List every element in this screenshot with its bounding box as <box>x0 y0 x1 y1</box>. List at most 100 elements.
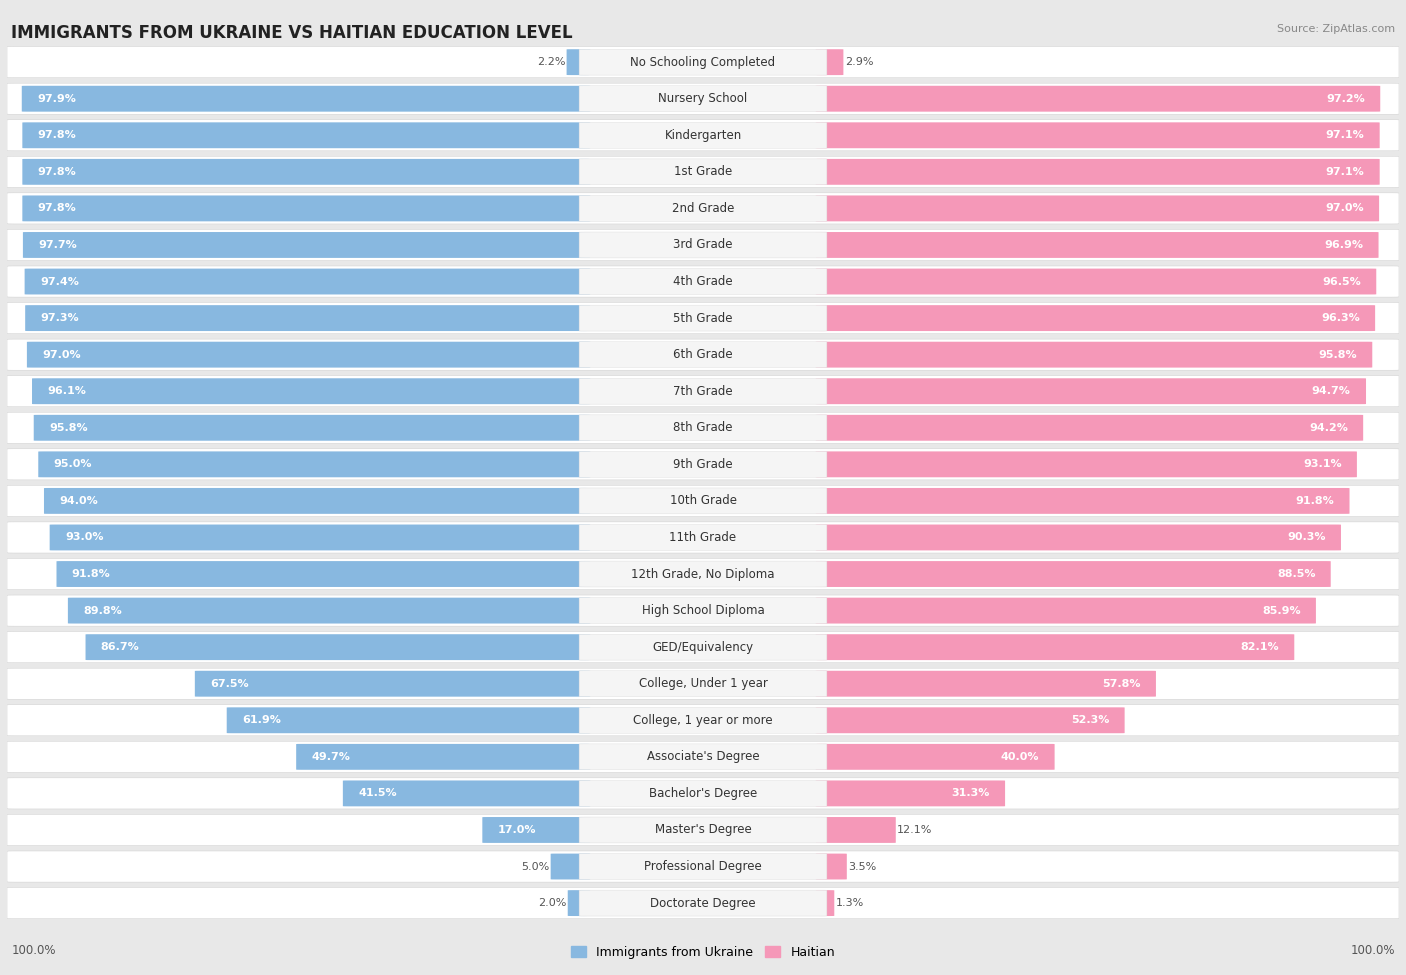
FancyBboxPatch shape <box>579 707 827 733</box>
Text: Associate's Degree: Associate's Degree <box>647 751 759 763</box>
FancyBboxPatch shape <box>815 780 1005 806</box>
Text: 97.9%: 97.9% <box>37 94 76 103</box>
Text: 88.5%: 88.5% <box>1277 569 1316 579</box>
Text: 12th Grade, No Diploma: 12th Grade, No Diploma <box>631 567 775 580</box>
FancyBboxPatch shape <box>67 598 591 624</box>
Text: College, Under 1 year: College, Under 1 year <box>638 678 768 690</box>
FancyBboxPatch shape <box>86 634 591 660</box>
Text: 3rd Grade: 3rd Grade <box>673 239 733 252</box>
Text: 95.8%: 95.8% <box>49 423 87 433</box>
Text: IMMIGRANTS FROM UKRAINE VS HAITIAN EDUCATION LEVEL: IMMIGRANTS FROM UKRAINE VS HAITIAN EDUCA… <box>11 24 572 42</box>
Text: Doctorate Degree: Doctorate Degree <box>650 897 756 910</box>
FancyBboxPatch shape <box>7 339 1399 370</box>
FancyBboxPatch shape <box>815 232 1378 258</box>
Text: College, 1 year or more: College, 1 year or more <box>633 714 773 726</box>
FancyBboxPatch shape <box>815 378 1367 405</box>
Text: 96.9%: 96.9% <box>1324 240 1364 250</box>
Text: 94.2%: 94.2% <box>1309 423 1348 433</box>
Text: Master's Degree: Master's Degree <box>655 824 751 837</box>
Text: 93.1%: 93.1% <box>1303 459 1341 469</box>
Text: 97.1%: 97.1% <box>1326 167 1364 176</box>
Text: 11th Grade: 11th Grade <box>669 531 737 544</box>
FancyBboxPatch shape <box>482 817 591 843</box>
FancyBboxPatch shape <box>226 707 591 733</box>
FancyBboxPatch shape <box>815 414 1364 441</box>
FancyBboxPatch shape <box>579 451 827 478</box>
Legend: Immigrants from Ukraine, Haitian: Immigrants from Ukraine, Haitian <box>567 941 839 964</box>
FancyBboxPatch shape <box>579 232 827 258</box>
FancyBboxPatch shape <box>815 341 1372 368</box>
FancyBboxPatch shape <box>579 890 827 916</box>
Text: Nursery School: Nursery School <box>658 93 748 105</box>
FancyBboxPatch shape <box>7 705 1399 736</box>
Text: 40.0%: 40.0% <box>1001 752 1039 761</box>
Text: 91.8%: 91.8% <box>72 569 111 579</box>
Text: 96.3%: 96.3% <box>1322 313 1360 323</box>
FancyBboxPatch shape <box>579 268 827 294</box>
FancyBboxPatch shape <box>44 488 591 514</box>
FancyBboxPatch shape <box>22 232 591 258</box>
FancyBboxPatch shape <box>38 451 591 478</box>
Text: 97.1%: 97.1% <box>1326 131 1364 140</box>
Text: 97.7%: 97.7% <box>38 240 77 250</box>
Text: 9th Grade: 9th Grade <box>673 458 733 471</box>
FancyBboxPatch shape <box>579 561 827 587</box>
FancyBboxPatch shape <box>579 195 827 221</box>
FancyBboxPatch shape <box>579 598 827 624</box>
FancyBboxPatch shape <box>815 634 1295 660</box>
Text: Bachelor's Degree: Bachelor's Degree <box>650 787 756 800</box>
Text: 2nd Grade: 2nd Grade <box>672 202 734 214</box>
FancyBboxPatch shape <box>815 451 1357 478</box>
FancyBboxPatch shape <box>7 302 1399 333</box>
Text: 97.2%: 97.2% <box>1326 94 1365 103</box>
FancyBboxPatch shape <box>815 488 1350 514</box>
Text: 1st Grade: 1st Grade <box>673 166 733 178</box>
FancyBboxPatch shape <box>815 49 844 75</box>
FancyBboxPatch shape <box>815 707 1125 733</box>
Text: 61.9%: 61.9% <box>242 716 281 725</box>
Text: 2.0%: 2.0% <box>538 898 567 908</box>
Text: 93.0%: 93.0% <box>65 532 104 542</box>
FancyBboxPatch shape <box>7 229 1399 260</box>
FancyBboxPatch shape <box>579 49 827 75</box>
Text: 97.3%: 97.3% <box>41 313 79 323</box>
FancyBboxPatch shape <box>7 814 1399 845</box>
Text: 1.3%: 1.3% <box>835 898 863 908</box>
Text: 4th Grade: 4th Grade <box>673 275 733 288</box>
Text: 97.8%: 97.8% <box>38 131 76 140</box>
FancyBboxPatch shape <box>579 86 827 112</box>
FancyBboxPatch shape <box>7 486 1399 517</box>
Text: 96.5%: 96.5% <box>1322 277 1361 287</box>
Text: 3.5%: 3.5% <box>848 862 876 872</box>
FancyBboxPatch shape <box>579 159 827 185</box>
FancyBboxPatch shape <box>25 268 591 294</box>
FancyBboxPatch shape <box>579 525 827 551</box>
Text: 49.7%: 49.7% <box>312 752 350 761</box>
Text: 100.0%: 100.0% <box>1350 945 1395 957</box>
FancyBboxPatch shape <box>579 488 827 514</box>
FancyBboxPatch shape <box>7 266 1399 297</box>
Text: 91.8%: 91.8% <box>1295 496 1334 506</box>
Text: 17.0%: 17.0% <box>498 825 536 835</box>
Text: 41.5%: 41.5% <box>359 789 396 799</box>
Text: 31.3%: 31.3% <box>952 789 990 799</box>
FancyBboxPatch shape <box>815 159 1379 185</box>
FancyBboxPatch shape <box>815 671 1156 697</box>
FancyBboxPatch shape <box>579 744 827 770</box>
Text: Professional Degree: Professional Degree <box>644 860 762 873</box>
FancyBboxPatch shape <box>34 414 591 441</box>
Text: GED/Equivalency: GED/Equivalency <box>652 641 754 653</box>
FancyBboxPatch shape <box>579 780 827 806</box>
FancyBboxPatch shape <box>22 195 591 221</box>
FancyBboxPatch shape <box>7 156 1399 187</box>
Text: 52.3%: 52.3% <box>1071 716 1109 725</box>
FancyBboxPatch shape <box>21 86 591 112</box>
FancyBboxPatch shape <box>579 378 827 405</box>
FancyBboxPatch shape <box>7 120 1399 151</box>
FancyBboxPatch shape <box>815 122 1379 148</box>
FancyBboxPatch shape <box>32 378 591 405</box>
FancyBboxPatch shape <box>7 741 1399 772</box>
FancyBboxPatch shape <box>815 598 1316 624</box>
Text: Source: ZipAtlas.com: Source: ZipAtlas.com <box>1277 24 1395 34</box>
Text: 97.8%: 97.8% <box>38 167 76 176</box>
